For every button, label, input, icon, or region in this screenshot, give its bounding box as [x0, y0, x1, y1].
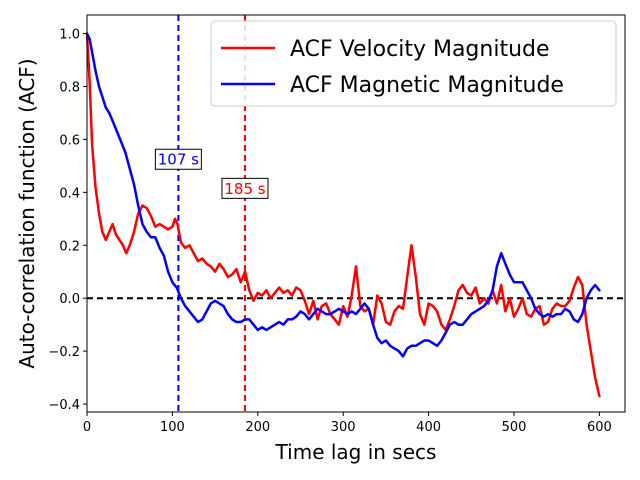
x-axis-label: Time lag in secs — [275, 440, 437, 464]
annotation-box-107s — [154, 148, 202, 170]
x-tick-label: 0 — [83, 420, 91, 435]
annotation-box-185s — [221, 177, 269, 199]
x-tick-label: 400 — [416, 420, 441, 435]
annotation-label-107s: 107 s — [158, 151, 199, 169]
y-tick-label: 0.2 — [59, 239, 80, 254]
x-tick-label: 100 — [160, 420, 185, 435]
legend: ACF Velocity Magnitude ACF Magnetic Magn… — [210, 20, 617, 107]
annotation-label-185s: 185 s — [224, 180, 265, 198]
y-tick-label: 0.4 — [59, 186, 80, 201]
y-tick-label: −0.4 — [48, 398, 80, 413]
x-tick-label: 200 — [245, 420, 270, 435]
x-tick-label: 500 — [502, 420, 527, 435]
y-tick-label: −0.2 — [48, 345, 80, 360]
legend-label-velocity: ACF Velocity Magnitude — [290, 37, 550, 62]
legend-box — [210, 20, 617, 107]
series-velocity-line — [85, 32, 601, 398]
series-magnetic-line — [85, 32, 601, 358]
legend-label-magnetic: ACF Magnetic Magnitude — [290, 73, 564, 98]
x-tick-label: 300 — [331, 420, 356, 435]
x-tick-label: 600 — [587, 420, 612, 435]
y-axis-label: Auto-correlation function (ACF) — [15, 58, 39, 368]
y-tick-label: 0.6 — [59, 133, 80, 148]
y-tick-label: 1.0 — [59, 28, 80, 43]
y-tick-label: 0.0 — [59, 292, 80, 307]
plot-frame — [86, 14, 626, 413]
y-tick-label: 0.8 — [59, 80, 80, 95]
